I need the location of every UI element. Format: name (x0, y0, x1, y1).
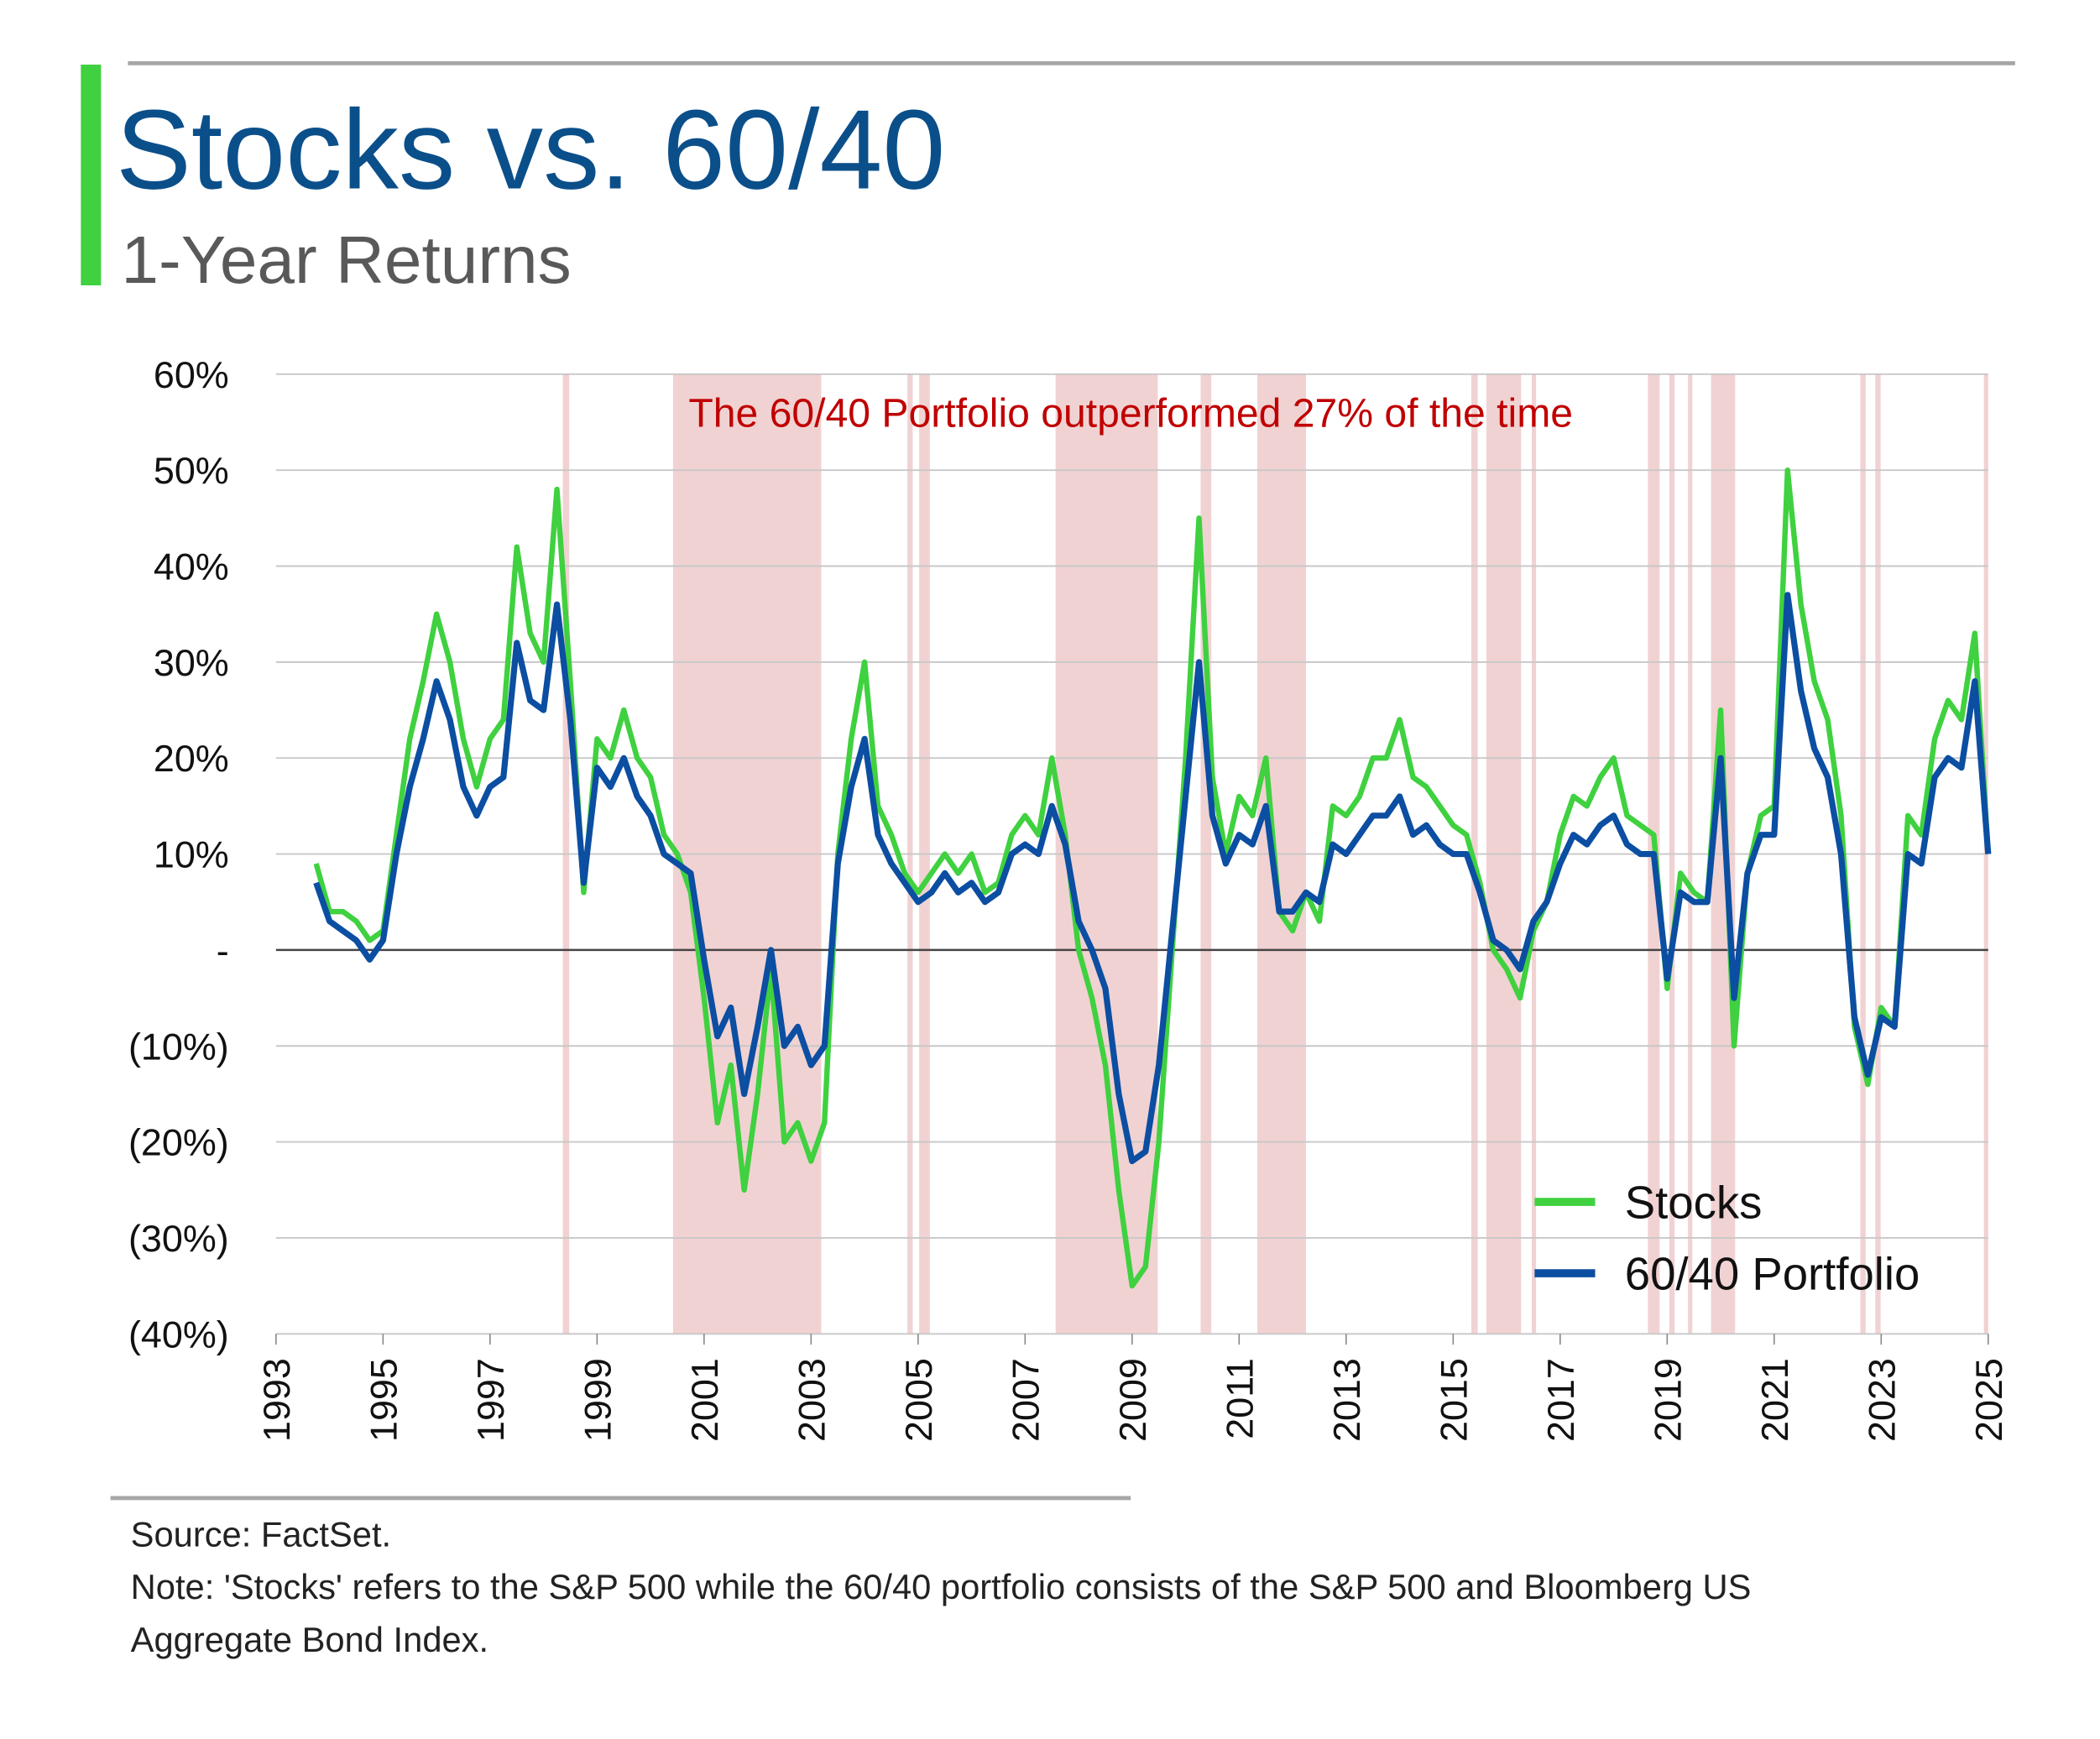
x-tick-label: 2019 (1646, 1358, 1689, 1442)
y-tick-label: (20%) (128, 1121, 229, 1164)
source: Source: FactSet. (131, 1515, 391, 1554)
x-tick-label: 2015 (1432, 1358, 1475, 1442)
x-tick-label: 1993 (255, 1358, 298, 1442)
legend-label: 60/40 Portfolio (1625, 1248, 1920, 1299)
x-tick-label: 2021 (1753, 1358, 1796, 1442)
x-tick-label: 2017 (1539, 1358, 1582, 1442)
y-tick-label: (40%) (128, 1313, 229, 1355)
title-accent (81, 64, 102, 285)
x-tick-label: 2005 (897, 1358, 940, 1442)
y-tick-label: 40% (154, 546, 229, 588)
y-tick-label: 50% (154, 449, 229, 492)
lines-layer (313, 467, 1992, 1289)
x-tick-label: 2001 (683, 1358, 726, 1442)
annotation: The 60/40 Portfolio outperformed 27% of … (688, 390, 1573, 436)
y-tick-label: 20% (154, 737, 229, 780)
y-tick-label: (10%) (128, 1025, 229, 1068)
chart-title: Stocks vs. 60/40 (116, 86, 945, 213)
x-tick-label: 2011 (1218, 1358, 1261, 1439)
y-tick-label: - (217, 929, 229, 972)
x-tick-label: 2025 (1967, 1358, 2010, 1442)
x-tick-label: 2007 (1004, 1358, 1047, 1442)
x-tick-label: 1999 (576, 1358, 619, 1442)
x-tick-label: 2013 (1325, 1358, 1368, 1442)
y-tick-label: 60% (154, 353, 229, 396)
y-tick-label: 10% (154, 833, 229, 876)
y-tick-label: 30% (154, 641, 229, 684)
x-tick-label: 2023 (1860, 1358, 1903, 1442)
chart-subtitle: 1-Year Returns (121, 222, 571, 297)
grid-layer: (40%) (30%) (20%) (10%) - 10% 20% 30% 40% 50% 60% 1… (128, 353, 2010, 1442)
x-tick-label: 1995 (362, 1358, 405, 1442)
x-tick-label: 2009 (1111, 1358, 1154, 1442)
note-line: Aggregate Bond Index. (131, 1620, 488, 1659)
legend-label: Stocks (1625, 1177, 1763, 1228)
x-tick-label: 2003 (790, 1358, 833, 1442)
y-tick-label: (30%) (128, 1217, 229, 1260)
series-line (313, 592, 1992, 1165)
note-line: Note: 'Stocks' refers to the S&P 500 whi… (131, 1567, 1752, 1606)
x-tick-label: 1997 (469, 1358, 512, 1442)
